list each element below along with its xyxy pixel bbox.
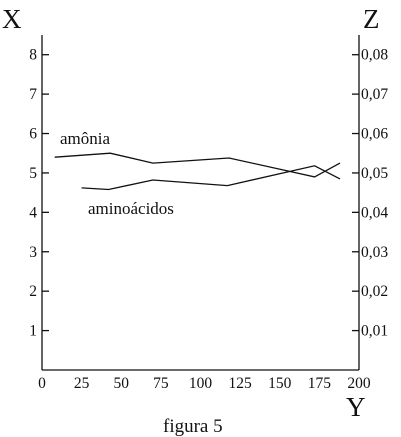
left-tick-label: 8 (29, 47, 37, 64)
right-tick-label: 0,05 (361, 165, 388, 182)
series-line-amonia (54, 152, 341, 178)
x-axis-letter: Y (346, 392, 366, 422)
left-tick-label: 1 (29, 323, 37, 340)
right-tick-label: 0,03 (361, 244, 388, 261)
right-tick-label: 0,06 (361, 126, 388, 143)
right-tick-label: 0,08 (361, 47, 388, 64)
x-tick-label: 50 (114, 375, 130, 392)
series-label-amonia: amônia (60, 129, 110, 148)
x-tick-label: 0 (38, 375, 46, 392)
left-tick-label: 3 (29, 244, 37, 261)
left-tick-label: 2 (29, 283, 37, 300)
axes-layer: 1 2 3 4 5 6 7 8 0,01 0,02 0,03 0,04 0,05 0,06 0,07 0,08… (29, 35, 388, 392)
x-tick-label: 175 (308, 375, 332, 392)
x-tick-label: 150 (268, 375, 292, 392)
x-tick-label: 125 (229, 375, 253, 392)
x-tick-label: 200 (347, 375, 371, 392)
figure-caption: figura 5 (163, 416, 223, 437)
x-tick-label: 25 (74, 375, 90, 392)
series-line-aminoacidos (81, 165, 341, 191)
right-tick-label: 0,04 (361, 204, 388, 221)
left-tick-label: 6 (29, 126, 37, 143)
left-tick-label: 4 (29, 204, 37, 221)
left-tick-label: 5 (29, 165, 37, 182)
right-tick-label: 0,01 (361, 323, 388, 340)
left-axis-letter: X (2, 4, 22, 34)
x-tick-label: 75 (153, 375, 169, 392)
right-axis-letter: Z (363, 4, 380, 34)
series-layer (54, 152, 341, 191)
left-tick-label: 7 (29, 86, 37, 103)
text-layer: X Z Y amônia aminoácidos figura 5 (2, 4, 380, 437)
right-tick-label: 0,02 (361, 283, 388, 300)
right-tick-label: 0,07 (361, 86, 388, 103)
x-tick-label: 100 (189, 375, 213, 392)
series-label-aminoacidos: aminoácidos (88, 199, 174, 218)
